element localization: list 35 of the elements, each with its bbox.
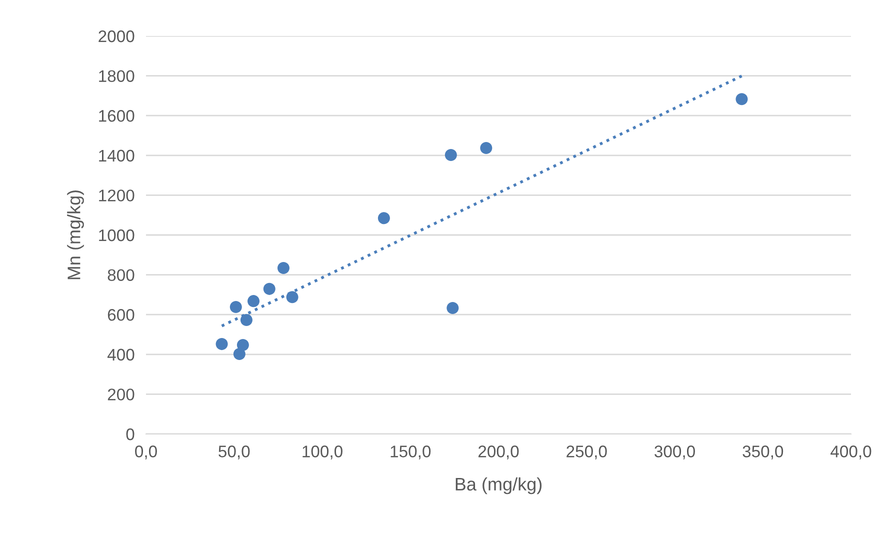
- point: [480, 142, 492, 154]
- y-tick-label: 1000: [99, 229, 134, 242]
- point: [277, 262, 290, 274]
- point: [378, 212, 390, 224]
- point: [263, 282, 276, 295]
- point: [216, 338, 228, 350]
- y-tick-label: 1800: [99, 70, 134, 82]
- x-tick-label: 400,0: [830, 446, 872, 460]
- y-tick-label: 2000: [98, 30, 134, 42]
- x-axis-title: Ba (mg/kg): [456, 477, 542, 494]
- x-tick-label: 100,0: [302, 446, 342, 460]
- y-tick-label: 1400: [99, 150, 134, 162]
- point: [444, 148, 457, 162]
- x-tick-label: 300,0: [654, 446, 695, 460]
- point: [230, 301, 242, 314]
- y-tick-label: 1600: [99, 110, 134, 122]
- point: [286, 291, 298, 304]
- point: [240, 314, 252, 326]
- y-tick-label: 800: [108, 269, 134, 282]
- point: [236, 339, 249, 352]
- point: [248, 295, 260, 308]
- y-tick-label: 0: [126, 428, 134, 440]
- y-tick-label: 200: [108, 388, 134, 400]
- y-axis-title: Mn (mg/kg): [67, 190, 84, 280]
- point: [446, 302, 459, 314]
- x-tick-label: 350,0: [742, 446, 784, 460]
- x-tick-label: 150,0: [390, 446, 431, 460]
- y-tick-label: 400: [107, 348, 134, 361]
- y-tick-label: 600: [108, 309, 134, 321]
- point: [736, 93, 748, 106]
- x-tick-label: 0,0: [135, 446, 157, 460]
- x-tick-label: 200,0: [478, 446, 519, 460]
- x-tick-label: 250,0: [566, 446, 607, 460]
- x-tick-label: 50,0: [218, 446, 250, 460]
- y-tick-label: 1200: [99, 190, 134, 202]
